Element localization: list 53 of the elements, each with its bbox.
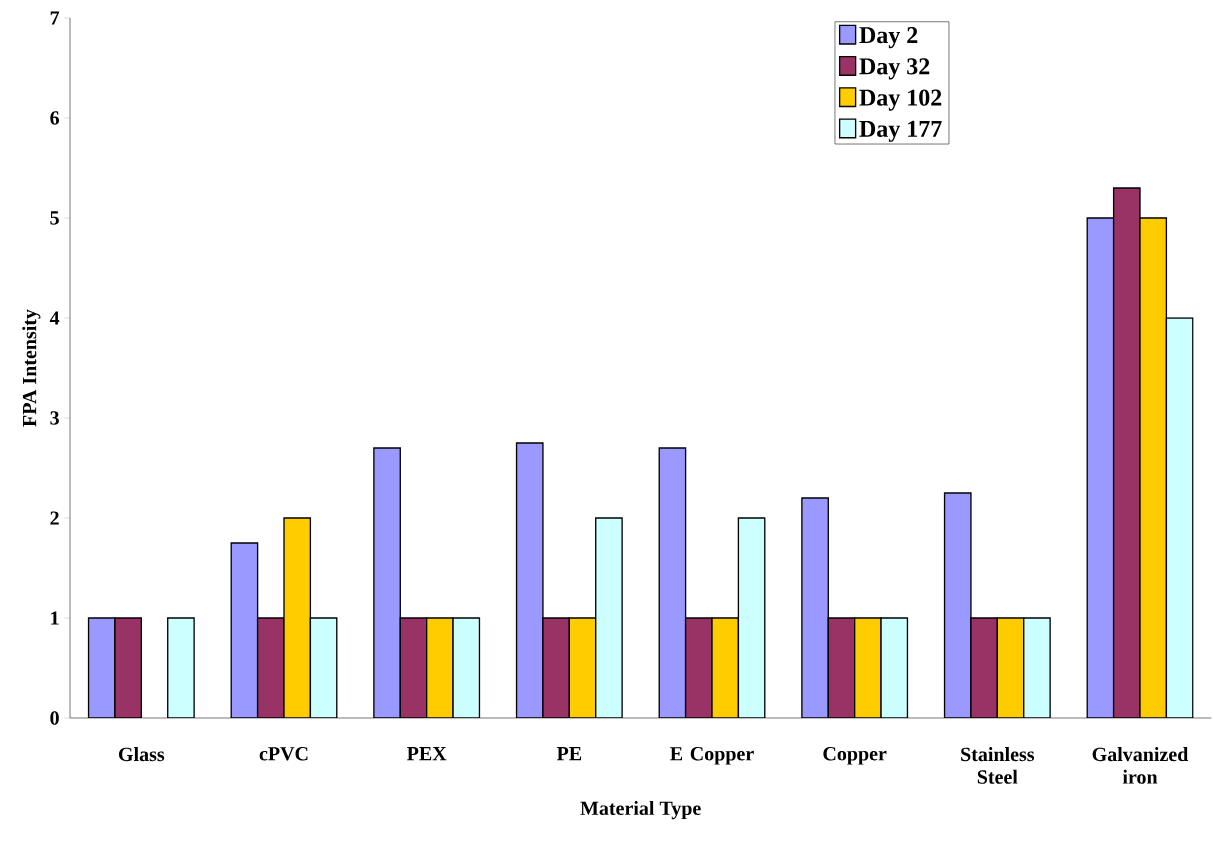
x-tick-label: Glass (118, 747, 165, 762)
bar (399, 617, 428, 718)
bar (452, 617, 481, 718)
y-tick-label: 3 (50, 411, 59, 425)
bar (970, 617, 999, 718)
bar (1023, 617, 1051, 718)
y-tick-label: 2 (50, 511, 59, 525)
bar (595, 517, 623, 718)
bar (114, 617, 143, 718)
bar (943, 492, 972, 718)
y-tick-label: 7 (50, 11, 60, 25)
bar (256, 617, 285, 718)
bar (658, 447, 687, 718)
x-axis-title: Material Type (580, 800, 701, 820)
bar (880, 617, 909, 718)
bar (827, 617, 856, 718)
bar (167, 617, 195, 718)
y-tick-label: 0 (50, 711, 59, 725)
bar (542, 617, 571, 718)
bar (373, 447, 401, 718)
bar (801, 497, 829, 718)
bar (87, 617, 116, 718)
x-tick-label: PE (556, 747, 582, 761)
bar (684, 617, 713, 718)
legend-label: Day 32 (859, 58, 930, 80)
y-tick-label: 1 (51, 611, 59, 625)
x-tick-label: E Copper (670, 747, 754, 765)
bar (1139, 217, 1168, 718)
bar (1165, 317, 1194, 718)
y-tick-label: 6 (50, 111, 60, 125)
bar (568, 617, 597, 718)
x-tick-label: Copper (823, 747, 887, 765)
y-tick-label: 4 (49, 311, 60, 325)
bar (230, 542, 259, 718)
bar (309, 617, 338, 718)
x-tick-label: Stainless Steel (961, 747, 1035, 784)
legend-label: Day 2 (859, 27, 918, 49)
x-tick-label: PEX (407, 747, 447, 761)
x-tick-label: Galvanized iron (1092, 747, 1189, 784)
bar (737, 517, 766, 718)
y-axis-title: FPA Intensity (22, 309, 41, 427)
legend-label: Day 177 (859, 120, 942, 142)
legend-label: Day 102 (859, 89, 942, 111)
bar (1086, 217, 1115, 718)
bar (1112, 187, 1141, 718)
bar (515, 442, 544, 718)
bar (283, 517, 312, 718)
bar (854, 617, 882, 718)
bar (996, 617, 1025, 718)
x-tick-label: cPVC (259, 747, 308, 761)
bar (711, 617, 740, 718)
bar (426, 617, 454, 718)
y-tick-label: 5 (50, 211, 59, 225)
